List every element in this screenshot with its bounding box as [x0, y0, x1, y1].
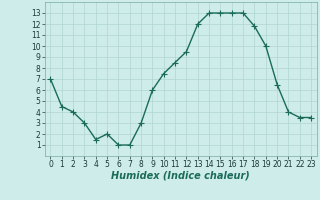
X-axis label: Humidex (Indice chaleur): Humidex (Indice chaleur) — [111, 171, 250, 181]
